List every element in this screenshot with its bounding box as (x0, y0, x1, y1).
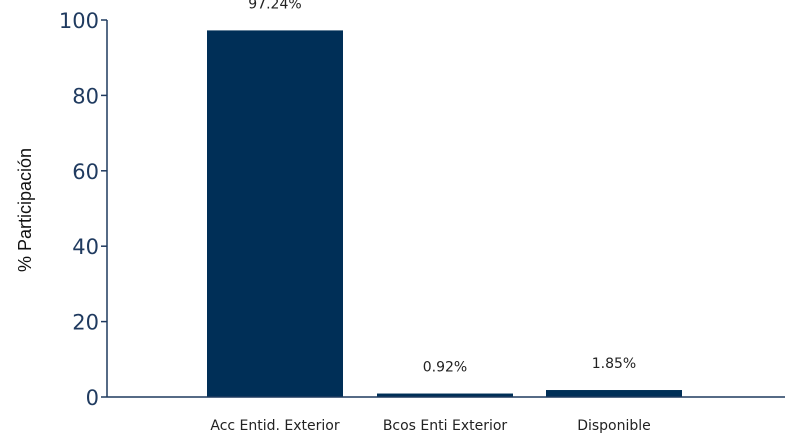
y-tick-label: 20 (72, 311, 99, 335)
y-tick-label: 100 (59, 9, 99, 33)
category-labels: Acc Entid. Exterior Bcos Enti Exterior Dis… (210, 418, 650, 434)
y-tick-label: 80 (72, 84, 99, 108)
bar (377, 393, 513, 397)
y-axis-label: % Participación (15, 148, 35, 272)
bar-data-label: 0.92% (423, 360, 467, 376)
bar (207, 30, 343, 397)
y-tick-label: 0 (86, 386, 99, 410)
category-label: Bcos Enti Exterior (383, 418, 508, 434)
y-axis-ticks: 0 20 40 60 80 100 (59, 9, 107, 410)
bars (207, 30, 682, 397)
bar (546, 390, 682, 397)
y-tick-label: 40 (72, 235, 99, 259)
data-labels: 97.24% 0.92% 1.85% (248, 0, 636, 376)
bar-data-label: 97.24% (248, 0, 301, 12)
category-label: Disponible (577, 418, 651, 434)
category-label: Acc Entid. Exterior (210, 418, 340, 434)
y-tick-label: 60 (72, 160, 99, 184)
bar-data-label: 1.85% (592, 356, 636, 372)
